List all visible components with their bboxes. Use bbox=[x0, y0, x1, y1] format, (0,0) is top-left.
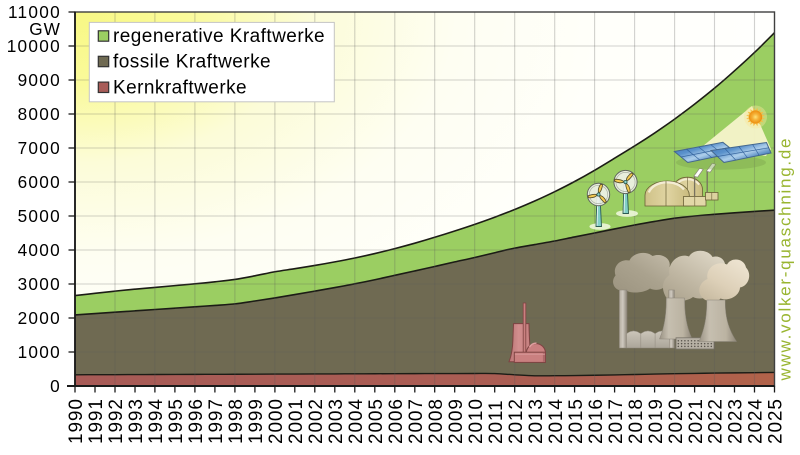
svg-text:2000: 2000 bbox=[18, 308, 61, 328]
svg-text:GW: GW bbox=[29, 19, 61, 39]
svg-text:1991: 1991 bbox=[86, 398, 107, 444]
svg-text:2023: 2023 bbox=[726, 398, 747, 444]
svg-text:10000: 10000 bbox=[7, 36, 61, 56]
svg-text:1000: 1000 bbox=[18, 342, 61, 362]
svg-text:1994: 1994 bbox=[146, 398, 167, 444]
svg-text:4000: 4000 bbox=[18, 240, 61, 260]
svg-text:5000: 5000 bbox=[18, 206, 61, 226]
svg-text:1990: 1990 bbox=[66, 398, 87, 444]
svg-text:2017: 2017 bbox=[606, 398, 627, 444]
svg-text:2003: 2003 bbox=[326, 398, 347, 444]
svg-text:2013: 2013 bbox=[526, 398, 547, 444]
svg-text:2019: 2019 bbox=[646, 398, 667, 444]
svg-text:1999: 1999 bbox=[246, 398, 267, 444]
svg-text:2004: 2004 bbox=[346, 398, 367, 444]
svg-text:2020: 2020 bbox=[666, 398, 687, 444]
svg-text:8000: 8000 bbox=[18, 104, 61, 124]
svg-text:2007: 2007 bbox=[406, 398, 427, 444]
svg-text:1996: 1996 bbox=[186, 398, 207, 444]
svg-text:2012: 2012 bbox=[506, 398, 527, 444]
svg-text:Kernkraftwerke: Kernkraftwerke bbox=[113, 78, 247, 99]
svg-text:2011: 2011 bbox=[486, 400, 507, 444]
svg-text:2015: 2015 bbox=[566, 398, 587, 444]
svg-text:2014: 2014 bbox=[546, 398, 567, 444]
svg-text:1997: 1997 bbox=[206, 398, 227, 444]
svg-text:7000: 7000 bbox=[18, 138, 61, 158]
svg-text:2016: 2016 bbox=[586, 398, 607, 444]
svg-text:fossile Kraftwerke: fossile Kraftwerke bbox=[113, 52, 271, 73]
svg-text:regenerative Kraftwerke: regenerative Kraftwerke bbox=[113, 26, 325, 47]
svg-text:11000: 11000 bbox=[8, 2, 61, 22]
svg-text:9000: 9000 bbox=[18, 70, 61, 90]
svg-text:3000: 3000 bbox=[18, 274, 61, 294]
svg-text:2024: 2024 bbox=[746, 398, 767, 444]
svg-text:1993: 1993 bbox=[126, 398, 147, 444]
svg-text:2021: 2021 bbox=[686, 398, 707, 444]
svg-text:www.volker-quaschning.de: www.volker-quaschning.de bbox=[776, 137, 795, 382]
svg-text:2006: 2006 bbox=[386, 398, 407, 444]
svg-text:1998: 1998 bbox=[226, 398, 247, 444]
svg-text:2025: 2025 bbox=[766, 398, 787, 444]
svg-text:2022: 2022 bbox=[706, 398, 727, 444]
svg-text:6000: 6000 bbox=[18, 172, 61, 192]
svg-text:2005: 2005 bbox=[366, 398, 387, 444]
svg-text:2002: 2002 bbox=[306, 398, 327, 444]
svg-text:2001: 2001 bbox=[286, 398, 307, 444]
svg-text:2018: 2018 bbox=[626, 398, 647, 444]
svg-text:1995: 1995 bbox=[166, 398, 187, 444]
svg-text:1992: 1992 bbox=[106, 398, 127, 444]
svg-text:2000: 2000 bbox=[266, 398, 287, 444]
svg-text:2008: 2008 bbox=[426, 398, 447, 444]
svg-text:0: 0 bbox=[50, 376, 61, 396]
svg-text:2009: 2009 bbox=[446, 398, 467, 444]
svg-text:2010: 2010 bbox=[466, 398, 487, 444]
